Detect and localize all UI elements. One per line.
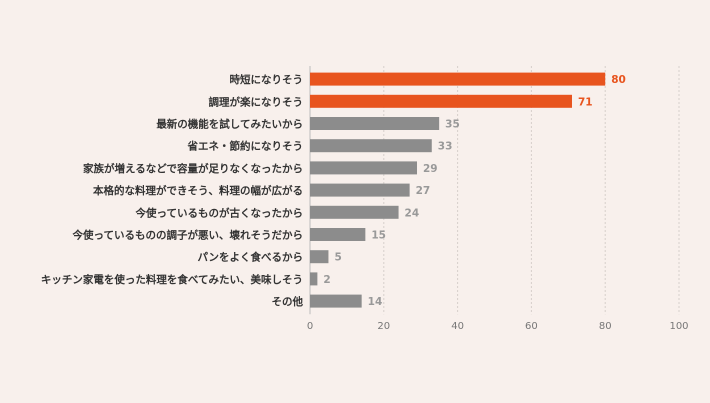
value-label: 14: [368, 296, 383, 308]
bar: [310, 294, 362, 308]
x-tick-label: 40: [451, 321, 464, 332]
value-label: 5: [334, 252, 341, 264]
bar: [310, 72, 606, 86]
value-label: 27: [416, 185, 431, 197]
bar: [310, 183, 410, 197]
value-label: 33: [438, 141, 453, 153]
x-tick-label: 80: [599, 321, 612, 332]
category-labels: 時短になりそう調理が楽になりそう最新の機能を試してみたいから省エネ・節約になりそ…: [41, 73, 304, 308]
bar: [310, 117, 440, 130]
value-label: 35: [445, 119, 460, 131]
category-label: 最新の機能を試してみたいから: [156, 118, 303, 131]
x-tick-label: 20: [377, 321, 390, 332]
x-tick-label: 60: [525, 321, 538, 332]
bar: [310, 250, 329, 264]
category-label: パンをよく食べるから: [197, 251, 303, 264]
category-label: 今使っているものの調子が悪い、壊れそうだから: [72, 229, 303, 242]
value-label: 80: [611, 74, 626, 86]
category-label: 本格的な料理ができそう、料理の幅が広がる: [93, 184, 303, 197]
category-label: 時短になりそう: [230, 73, 304, 86]
category-label: 家族が増えるなどで容量が足りなくなったから: [83, 162, 303, 175]
category-label: 省エネ・節約になりそう: [187, 140, 304, 153]
x-axis-tick-labels: 0 20 40 60 80 100: [307, 321, 689, 332]
value-label: 24: [405, 207, 420, 219]
x-tick-label: 0: [307, 321, 313, 332]
bar: [310, 228, 366, 241]
category-label: 調理が楽になりそう: [209, 95, 304, 108]
bars: [310, 72, 606, 308]
value-label: 71: [578, 96, 593, 108]
category-label: その他: [272, 295, 304, 308]
bar: [310, 161, 418, 175]
bar: [310, 94, 572, 108]
bar: [310, 205, 399, 219]
category-label: 今使っているものが古くなったから: [135, 206, 303, 219]
value-label: 2: [323, 274, 330, 286]
value-label: 29: [423, 163, 438, 175]
value-label: 15: [371, 230, 386, 242]
x-tick-label: 100: [669, 321, 688, 332]
bar: [310, 139, 432, 153]
bar: [310, 272, 318, 286]
category-label: キッチン家電を使った料理を食べてみたい、美味しそう: [41, 273, 303, 286]
